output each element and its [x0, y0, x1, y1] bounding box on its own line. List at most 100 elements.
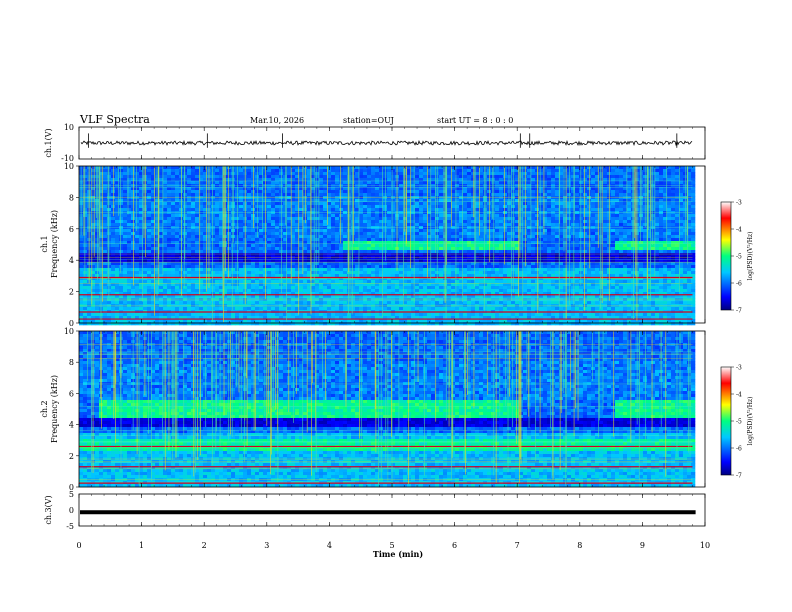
- spec-cell: [211, 307, 216, 311]
- spec-cell: [91, 220, 96, 224]
- spec-cell: [91, 193, 96, 197]
- spec-cell: [227, 232, 232, 236]
- spec-cell: [231, 316, 236, 320]
- spec-cell: [191, 166, 196, 170]
- spec-cell: [411, 220, 416, 224]
- spec-cell: [139, 247, 144, 251]
- spec-cell: [431, 205, 436, 209]
- spec-cell: [187, 244, 192, 248]
- spec-cell: [171, 229, 176, 233]
- spec-cell: [359, 319, 364, 323]
- spec-cell: [367, 241, 372, 245]
- spec-cell: [163, 169, 168, 173]
- spec-cell: [331, 214, 336, 218]
- spec-cell: [307, 319, 312, 323]
- spec-cell: [359, 304, 364, 308]
- spec-cell: [115, 295, 120, 299]
- spec-cell: [203, 292, 208, 296]
- spec-cell: [103, 286, 108, 290]
- spec-cell: [387, 268, 392, 272]
- spec-cell: [227, 244, 232, 248]
- spec-cell: [211, 205, 216, 209]
- spec-cell: [403, 244, 408, 248]
- spec-cell: [383, 220, 388, 224]
- spec-cell: [267, 262, 272, 266]
- spec-cell: [359, 226, 364, 230]
- spec-cell: [363, 211, 368, 215]
- spec-cell: [91, 172, 96, 176]
- spec-cell: [271, 226, 276, 230]
- spec-cell: [407, 205, 412, 209]
- spec-cell: [103, 250, 108, 254]
- spec-cell: [355, 193, 360, 197]
- spec-cell: [143, 262, 148, 266]
- spec-cell: [307, 202, 312, 206]
- spec-cell: [171, 169, 176, 173]
- spec-cell: [139, 169, 144, 173]
- spec-cell: [259, 259, 264, 263]
- spec-cell: [107, 304, 112, 308]
- spec-cell: [111, 247, 116, 251]
- spec-cell: [399, 205, 404, 209]
- spec-cell: [379, 271, 384, 275]
- spec-cell: [243, 316, 248, 320]
- spec-cell: [423, 298, 428, 302]
- spec-cell: [95, 319, 100, 323]
- spec-cell: [415, 274, 420, 278]
- spec-cell: [227, 205, 232, 209]
- spec-cell: [415, 319, 420, 323]
- spec-cell: [239, 217, 244, 221]
- spec-cell: [315, 286, 320, 290]
- spec-cell: [119, 265, 124, 269]
- spec-cell: [359, 322, 364, 326]
- spec-cell: [111, 220, 116, 224]
- spec-cell: [403, 223, 408, 227]
- spec-cell: [127, 253, 132, 257]
- spec-cell: [311, 289, 316, 293]
- spec-cell: [183, 259, 188, 263]
- spec-cell: [379, 250, 384, 254]
- spec-cell: [295, 244, 300, 248]
- spec-cell: [315, 247, 320, 251]
- spec-cell: [407, 280, 412, 284]
- spec-cell: [331, 220, 336, 224]
- spec-cell: [319, 169, 324, 173]
- spec-cell: [119, 316, 124, 320]
- spec-cell: [363, 193, 368, 197]
- spec-cell: [303, 259, 308, 263]
- spec-cell: [151, 307, 156, 311]
- spec-cell: [275, 259, 280, 263]
- spec-cell: [295, 313, 300, 317]
- spec-cell: [239, 187, 244, 191]
- spec-cell: [163, 175, 168, 179]
- spec-cell: [343, 316, 348, 320]
- spec-cell: [247, 199, 252, 203]
- spec-cell: [263, 313, 268, 317]
- spec-cell: [187, 217, 192, 221]
- spec-cell: [275, 220, 280, 224]
- spec-cell: [131, 301, 136, 305]
- spec-cell: [211, 268, 216, 272]
- spec-cell: [271, 289, 276, 293]
- spec-cell: [163, 178, 168, 182]
- spec-cell: [439, 322, 444, 326]
- spec-cell: [387, 322, 392, 326]
- spec-cell: [331, 268, 336, 272]
- spec-cell: [227, 301, 232, 305]
- spec-cell: [427, 304, 432, 308]
- spec-cell: [403, 301, 408, 305]
- spec-cell: [239, 193, 244, 197]
- spec-cell: [323, 262, 328, 266]
- spec-cell: [211, 244, 216, 248]
- spec-cell: [355, 286, 360, 290]
- spec-cell: [311, 232, 316, 236]
- date-label: Mar.10, 2026: [250, 116, 304, 125]
- spec-cell: [127, 280, 132, 284]
- spec-cell: [139, 253, 144, 257]
- spec-cell: [339, 316, 344, 320]
- spec-cell: [79, 298, 84, 302]
- spec-cell: [255, 211, 260, 215]
- spec-cell: [359, 217, 364, 221]
- spec-cell: [275, 181, 280, 185]
- spec-cell: [267, 304, 272, 308]
